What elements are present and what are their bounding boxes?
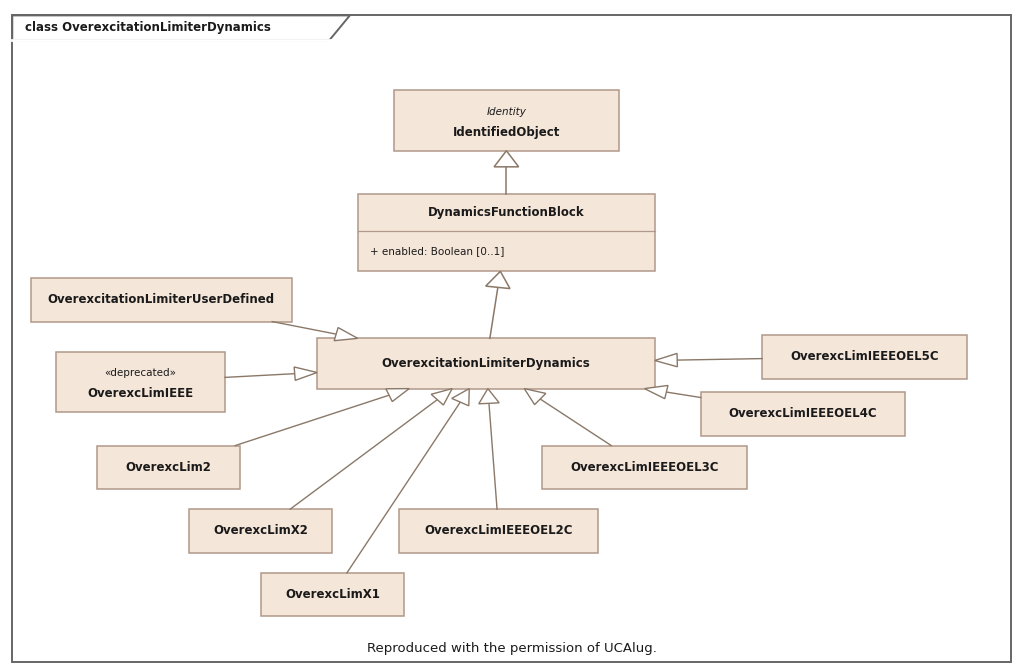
Polygon shape (479, 389, 499, 404)
Text: class OverexcitationLimiterDynamics: class OverexcitationLimiterDynamics (25, 21, 270, 34)
Polygon shape (452, 389, 470, 406)
Text: OverexcLimIEEE: OverexcLimIEEE (88, 387, 193, 401)
Text: Identity: Identity (487, 107, 526, 117)
Text: OverexcitationLimiterUserDefined: OverexcitationLimiterUserDefined (47, 293, 275, 306)
Text: OverexcLimIEEEOEL5C: OverexcLimIEEEOEL5C (790, 350, 939, 363)
Polygon shape (386, 389, 409, 401)
Text: OverexcLimX2: OverexcLimX2 (214, 525, 308, 537)
Polygon shape (431, 389, 452, 405)
Polygon shape (335, 328, 358, 341)
FancyBboxPatch shape (31, 278, 292, 322)
Text: OverexcLimX1: OverexcLimX1 (285, 588, 380, 601)
FancyBboxPatch shape (394, 90, 619, 151)
Text: OverexcitationLimiterDynamics: OverexcitationLimiterDynamics (382, 357, 590, 370)
Text: OverexcLimIEEEOEL3C: OverexcLimIEEEOEL3C (570, 461, 719, 474)
Polygon shape (644, 385, 668, 399)
Polygon shape (494, 151, 519, 167)
FancyBboxPatch shape (97, 446, 240, 489)
FancyBboxPatch shape (762, 335, 967, 379)
Polygon shape (486, 271, 510, 289)
FancyBboxPatch shape (358, 194, 655, 271)
FancyBboxPatch shape (701, 392, 905, 436)
Text: IdentifiedObject: IdentifiedObject (453, 126, 560, 139)
FancyBboxPatch shape (317, 338, 655, 389)
Text: OverexcLimIEEEOEL2C: OverexcLimIEEEOEL2C (425, 525, 573, 537)
FancyBboxPatch shape (399, 509, 598, 553)
Polygon shape (655, 353, 677, 366)
Polygon shape (12, 15, 350, 40)
Text: OverexcLim2: OverexcLim2 (126, 461, 212, 474)
Text: DynamicsFunctionBlock: DynamicsFunctionBlock (428, 206, 585, 219)
Text: «deprecated»: «deprecated» (104, 368, 177, 378)
FancyBboxPatch shape (542, 446, 747, 489)
Text: Reproduced with the permission of UCAlug.: Reproduced with the permission of UCAlug… (366, 642, 657, 655)
Text: OverexcLimIEEEOEL4C: OverexcLimIEEEOEL4C (728, 407, 878, 420)
FancyBboxPatch shape (189, 509, 332, 553)
FancyBboxPatch shape (261, 573, 404, 616)
FancyBboxPatch shape (56, 352, 225, 412)
Text: + enabled: Boolean [0..1]: + enabled: Boolean [0..1] (370, 247, 504, 257)
Polygon shape (524, 389, 546, 405)
Polygon shape (295, 367, 317, 381)
